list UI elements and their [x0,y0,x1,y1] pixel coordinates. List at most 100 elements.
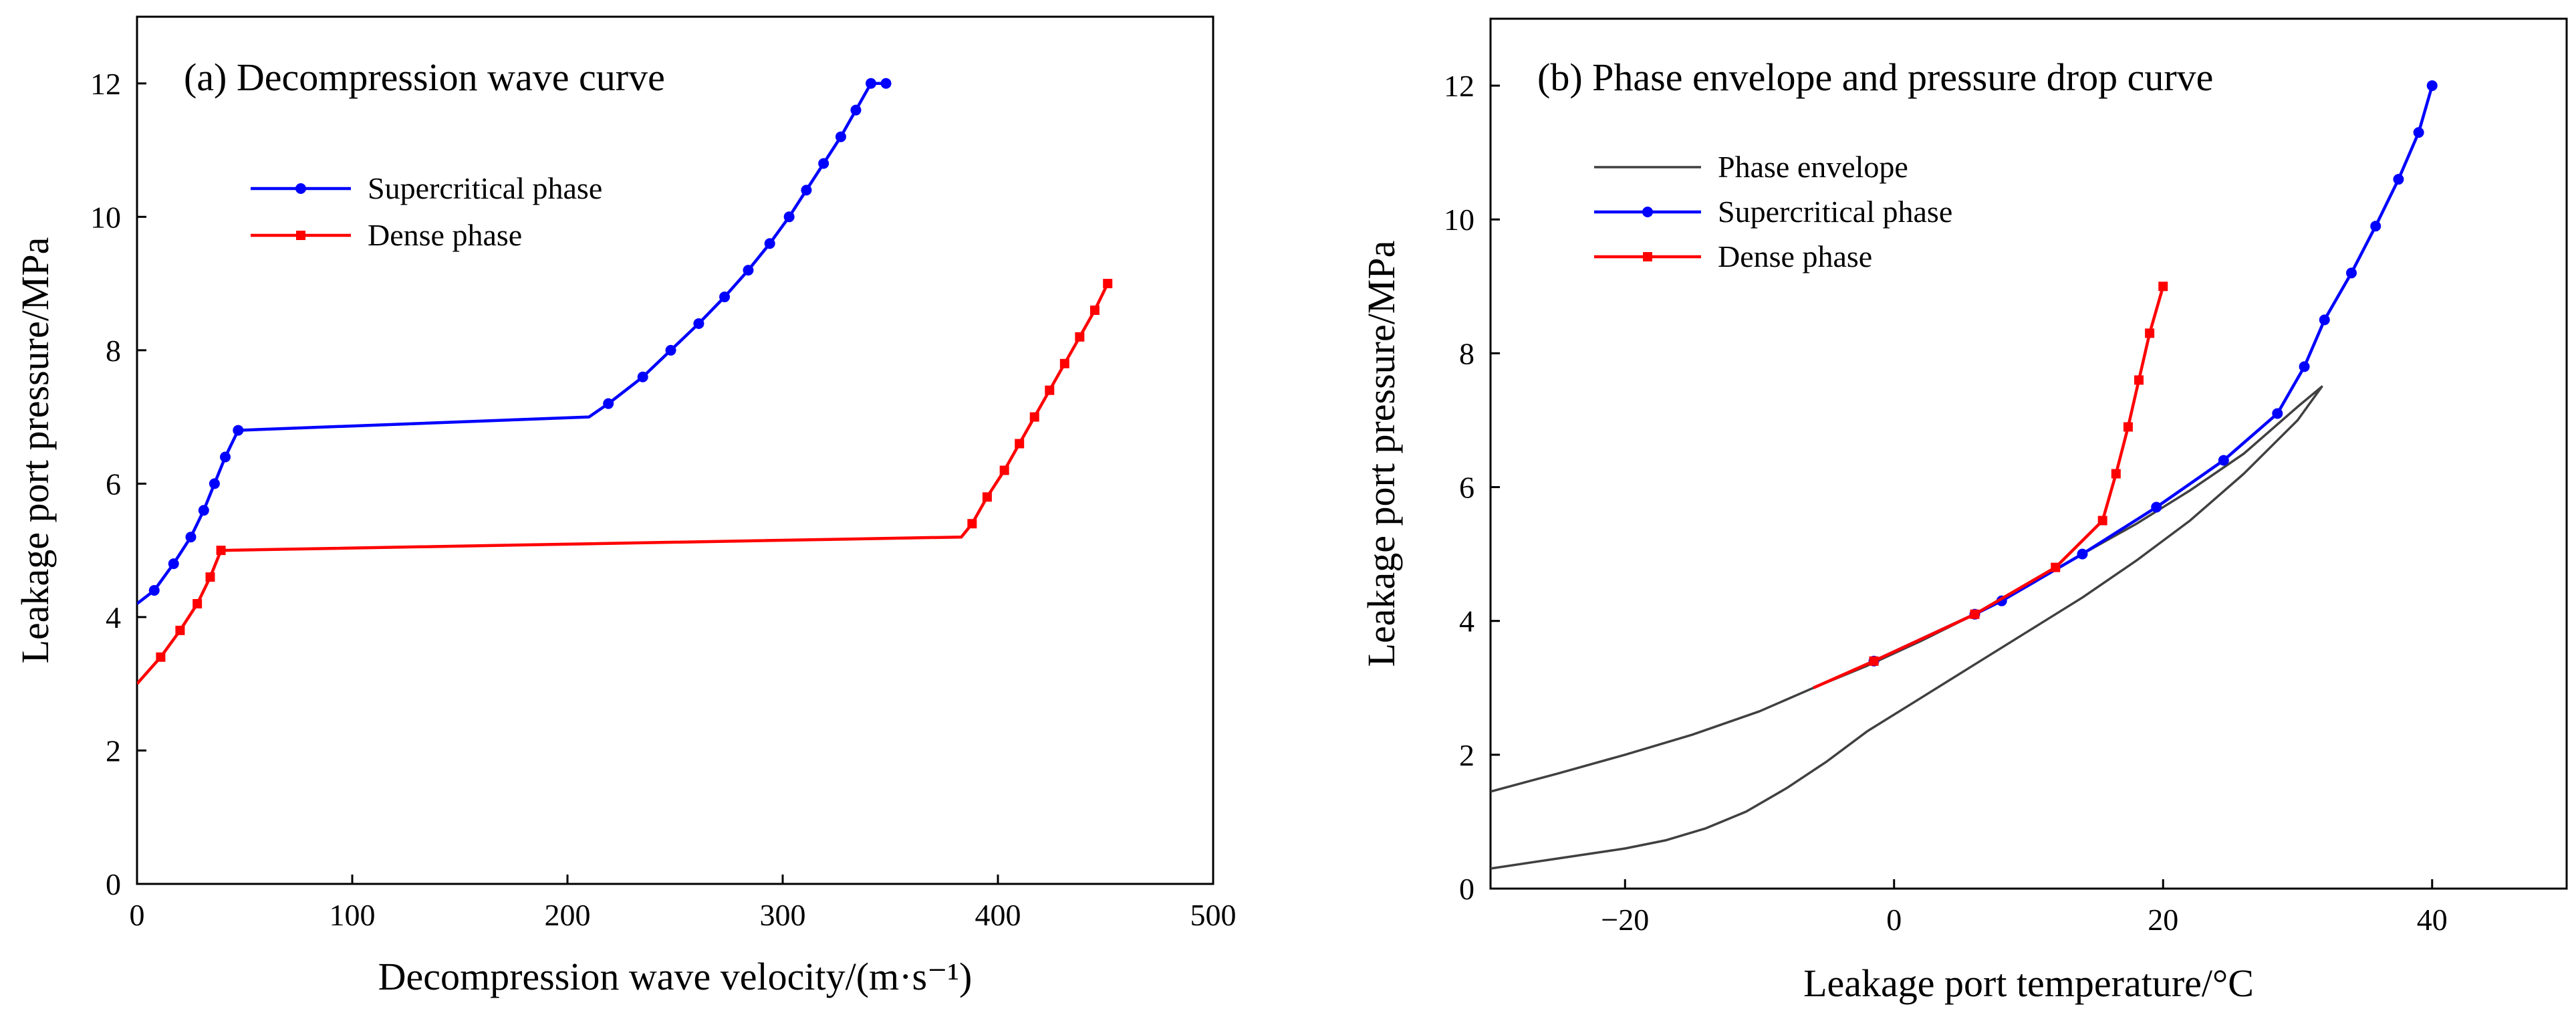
y-tick-label: 10 [90,200,121,234]
data-point [2299,361,2310,372]
data-point [1059,358,1069,368]
data-point [637,371,648,382]
y-tick-label: 12 [1444,69,1474,103]
series-dense-phase [1813,281,2168,689]
data-point [1075,332,1085,342]
series-supercritical-phase [1868,80,2438,667]
data-point [2097,516,2107,526]
data-point [216,546,226,556]
data-point [850,104,862,116]
chart-title: (a) Decompression wave curve [184,55,665,99]
data-point [1970,609,1980,619]
data-point [233,425,244,436]
data-point [2370,221,2381,232]
data-point [2051,562,2061,572]
data-point [835,131,846,142]
series-phase-envelope [1491,385,2323,870]
data-point [2134,375,2144,385]
data-point [185,532,197,543]
data-point [982,492,992,502]
data-point [866,78,877,89]
legend-marker [1642,207,1653,217]
series-supercritical-phase [137,78,892,605]
data-point [967,519,977,529]
data-point [743,265,754,276]
data-point [1015,439,1025,449]
legend-label-dense-phase: Dense phase [1718,239,1872,273]
data-point [1869,656,1879,666]
data-point [220,451,231,463]
data-point [2077,548,2088,560]
x-tick-label: 0 [130,898,145,932]
data-point [2158,281,2168,292]
data-point [1045,385,1055,395]
data-point [1103,279,1113,289]
data-point [1089,305,1100,315]
series-line-dense-phase [1813,285,2165,689]
y-axis-title: Leakage port pressure/MPa [1360,241,1403,667]
y-tick-label: 0 [1459,872,1474,906]
legend-label-supercritical-phase: Supercritical phase [1718,195,1952,229]
data-point [175,625,185,635]
data-point [764,238,775,249]
x-tick-label: 200 [545,898,591,932]
series-line-phase-envelope [1491,385,2323,870]
plot-frame [136,15,1214,885]
x-tick-label: 300 [760,898,806,932]
y-tick-label: 2 [106,733,121,768]
plot-area [1491,80,2438,870]
series-dense-phase [137,279,1113,685]
data-point [2393,174,2404,185]
data-point [148,585,160,596]
series-line-supercritical-phase [137,82,886,605]
data-point [719,292,731,303]
series-line-supercritical-phase [1873,85,2434,663]
data-point [2413,127,2424,138]
legend-marker [295,183,306,194]
data-point [603,398,614,409]
chart-panel-b: −20 0 20 40 0 2 4 6 8 10 12 Leakage port temperatur… [1360,17,2568,1005]
plot-frame [1489,17,2568,890]
x-tick-label: 40 [2417,903,2448,937]
chart-panel-a: 0 100 200 300 400 500 0 2 4 6 8 10 12 Decompression w… [13,15,1237,998]
y-tick-label: 4 [1459,604,1474,639]
y-tick-label: 12 [90,67,121,101]
legend-label-supercritical-phase: Supercritical phase [368,171,602,205]
plot-area [137,78,1113,685]
data-point [665,344,676,356]
x-axis-title: Leakage port temperature/°C [1803,961,2254,1005]
y-tick-label: 10 [1444,203,1474,237]
data-point [693,318,704,329]
data-point [2111,469,2121,479]
data-point [2151,501,2162,513]
data-point [818,158,829,169]
y-tick-label: 4 [106,600,121,635]
x-tick-label: 20 [2148,903,2178,937]
x-axis-title: Decompression wave velocity/(m·s⁻¹) [378,955,973,998]
data-point [801,185,812,196]
x-tick-label: −20 [1601,903,1649,937]
y-tick-label: 2 [1459,738,1474,772]
data-point [168,558,179,570]
data-point [1029,412,1039,422]
data-point [156,652,166,662]
legend-label-phase-envelope: Phase envelope [1718,150,1908,184]
data-point [2426,80,2438,92]
legend-label-dense-phase: Dense phase [368,218,522,252]
data-point [192,598,203,608]
y-tick-label: 8 [106,334,121,368]
x-tick-label: 500 [1190,898,1237,932]
x-tick-label: 100 [330,898,376,932]
legend: Phase envelope Supercritical phase Dense p… [1594,150,1952,273]
legend: Supercritical phase Dense phase [251,171,602,252]
data-point [209,478,220,489]
legend-marker [296,231,305,240]
y-axis-title: Leakage port pressure/MPa [13,237,57,664]
y-tick-label: 6 [106,467,121,501]
data-point [880,78,892,89]
y-tick-label: 6 [1459,471,1474,505]
data-point [2272,408,2283,419]
data-point [783,211,795,223]
y-tick-label: 0 [106,867,121,901]
